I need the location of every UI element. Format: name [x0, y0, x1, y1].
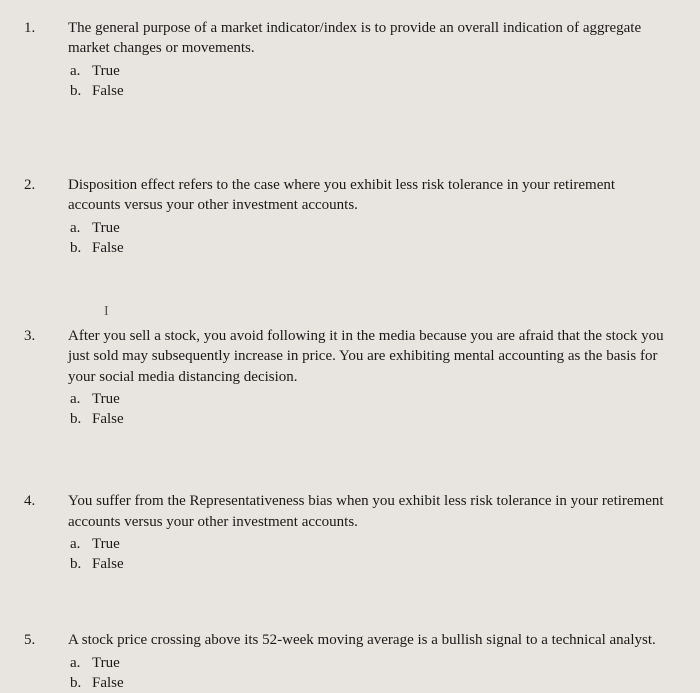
question-1: 1. The general purpose of a market indic…: [24, 18, 670, 101]
question-4: 4. You suffer from the Representativenes…: [24, 491, 670, 574]
option-b: b. False: [70, 238, 670, 258]
question-content: The general purpose of a market indicato…: [68, 18, 670, 101]
question-content: A stock price crossing above its 52-week…: [68, 630, 670, 693]
option-letter: a.: [70, 61, 92, 81]
option-text: True: [92, 534, 120, 554]
option-letter: a.: [70, 534, 92, 554]
option-letter: a.: [70, 218, 92, 238]
option-a: a. True: [70, 218, 670, 238]
question-number: 1.: [24, 18, 68, 38]
option-text: True: [92, 61, 120, 81]
option-text: False: [92, 409, 124, 429]
question-content: You suffer from the Representativeness b…: [68, 491, 670, 574]
question-stem: After you sell a stock, you avoid follow…: [68, 326, 670, 387]
question-number: 3.: [24, 326, 68, 346]
text-cursor-artifact: I: [68, 302, 670, 320]
option-b: b. False: [70, 554, 670, 574]
options-list: a. True b. False: [68, 534, 670, 575]
question-number: 4.: [24, 491, 68, 511]
option-letter: b.: [70, 238, 92, 258]
option-a: a. True: [70, 653, 670, 673]
question-stem: The general purpose of a market indicato…: [68, 18, 670, 59]
question-stem: You suffer from the Representativeness b…: [68, 491, 670, 532]
option-b: b. False: [70, 409, 670, 429]
option-a: a. True: [70, 534, 670, 554]
question-content: After you sell a stock, you avoid follow…: [68, 326, 670, 429]
option-text: True: [92, 218, 120, 238]
question-content: Disposition effect refers to the case wh…: [68, 175, 670, 258]
options-list: a. True b. False: [68, 653, 670, 693]
option-text: True: [92, 653, 120, 673]
question-3: 3. After you sell a stock, you avoid fol…: [24, 326, 670, 429]
option-text: False: [92, 554, 124, 574]
cursor-icon: I: [68, 304, 109, 319]
option-a: a. True: [70, 61, 670, 81]
option-b: b. False: [70, 81, 670, 101]
question-stem: Disposition effect refers to the case wh…: [68, 175, 670, 216]
option-text: False: [92, 238, 124, 258]
options-list: a. True b. False: [68, 389, 670, 430]
options-list: a. True b. False: [68, 61, 670, 102]
options-list: a. True b. False: [68, 218, 670, 259]
option-letter: b.: [70, 554, 92, 574]
question-5: 5. A stock price crossing above its 52-w…: [24, 630, 670, 693]
option-text: True: [92, 389, 120, 409]
question-number: 2.: [24, 175, 68, 195]
option-letter: b.: [70, 673, 92, 693]
option-letter: a.: [70, 653, 92, 673]
question-2: 2. Disposition effect refers to the case…: [24, 175, 670, 258]
question-number: 5.: [24, 630, 68, 650]
option-letter: a.: [70, 389, 92, 409]
option-letter: b.: [70, 409, 92, 429]
option-text: False: [92, 673, 124, 693]
option-a: a. True: [70, 389, 670, 409]
question-stem: A stock price crossing above its 52-week…: [68, 630, 670, 650]
option-text: False: [92, 81, 124, 101]
option-b: b. False: [70, 673, 670, 693]
option-letter: b.: [70, 81, 92, 101]
